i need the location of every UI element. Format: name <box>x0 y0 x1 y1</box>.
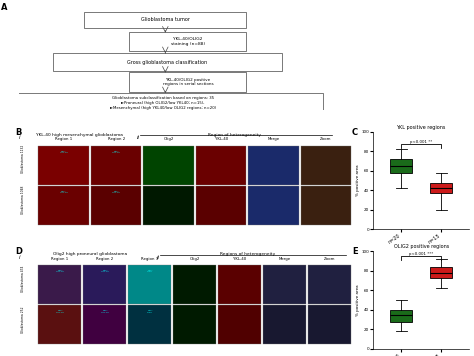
Bar <box>264 305 306 345</box>
Text: YKL-40: YKL-40 <box>233 257 246 261</box>
Text: i: i <box>19 255 20 260</box>
Bar <box>38 305 82 345</box>
Text: Glioblastoma tumor: Glioblastoma tumor <box>141 17 190 22</box>
Bar <box>38 146 89 185</box>
Text: Glioblastoma 474: Glioblastoma 474 <box>21 265 25 292</box>
FancyBboxPatch shape <box>3 93 323 113</box>
Bar <box>144 186 194 225</box>
Text: B: B <box>16 128 22 137</box>
Text: Regions of heterogeneity: Regions of heterogeneity <box>220 252 275 256</box>
PathPatch shape <box>430 267 452 278</box>
Text: C: C <box>352 128 358 137</box>
Y-axis label: % positive area: % positive area <box>356 164 360 196</box>
Bar <box>128 305 172 345</box>
Bar <box>309 305 351 345</box>
Bar <box>309 265 351 304</box>
Text: DAPI
YKL-40: DAPI YKL-40 <box>56 310 64 313</box>
Text: ii: ii <box>157 255 160 260</box>
Bar <box>196 146 246 185</box>
Bar <box>248 146 299 185</box>
Text: DAPI
YKL-40: DAPI YKL-40 <box>60 151 68 153</box>
Bar <box>196 186 246 225</box>
Text: Glioblastoma 1048: Glioblastoma 1048 <box>21 186 25 214</box>
Bar <box>219 305 261 345</box>
Text: E: E <box>352 247 357 256</box>
Bar <box>173 305 217 345</box>
FancyBboxPatch shape <box>84 12 246 28</box>
Text: Region of heterogeneity: Region of heterogeneity <box>208 132 261 137</box>
Text: i: i <box>19 136 20 141</box>
Text: DAPI
Olig2: DAPI Olig2 <box>147 310 153 313</box>
Title: OLIG2 positive regions: OLIG2 positive regions <box>393 244 449 250</box>
Bar <box>83 305 127 345</box>
PathPatch shape <box>390 159 412 173</box>
Text: Region 1: Region 1 <box>51 257 69 261</box>
Text: A: A <box>1 3 8 12</box>
Bar <box>38 265 82 304</box>
PathPatch shape <box>430 183 452 193</box>
Title: YKL positive regions: YKL positive regions <box>396 125 446 130</box>
Bar <box>91 186 141 225</box>
FancyBboxPatch shape <box>53 53 283 71</box>
Text: Gross glioblastoma classification: Gross glioblastoma classification <box>128 59 208 64</box>
PathPatch shape <box>390 310 412 321</box>
Bar <box>173 265 217 304</box>
Text: Glioblastoma 252: Glioblastoma 252 <box>21 306 25 333</box>
Bar <box>91 146 141 185</box>
Text: ii: ii <box>137 136 140 141</box>
Text: Region 2: Region 2 <box>108 137 125 141</box>
Text: Olig2: Olig2 <box>190 257 200 261</box>
Text: Zoom: Zoom <box>324 257 336 261</box>
Text: Region 3: Region 3 <box>141 257 159 261</box>
Bar <box>264 265 306 304</box>
FancyBboxPatch shape <box>129 32 246 51</box>
Text: DAPI
YKL-40: DAPI YKL-40 <box>112 190 120 193</box>
Text: DAPI
YKL-40: DAPI YKL-40 <box>101 270 109 272</box>
Text: DAPI
YKL-40: DAPI YKL-40 <box>101 310 109 313</box>
Bar <box>301 146 351 185</box>
Text: Glioblastoma 1132: Glioblastoma 1132 <box>21 145 25 173</box>
Y-axis label: % positive area: % positive area <box>356 284 360 316</box>
Text: DAPI
YKL-40: DAPI YKL-40 <box>56 270 64 272</box>
Bar <box>128 265 172 304</box>
Text: YKL-40/OLIG2 positive
regions in serial sections: YKL-40/OLIG2 positive regions in serial … <box>163 78 213 86</box>
Bar <box>144 146 194 185</box>
Bar <box>83 265 127 304</box>
Text: Region 1: Region 1 <box>55 137 73 141</box>
Text: Merge: Merge <box>279 257 291 261</box>
Text: DAPI
YKL-40: DAPI YKL-40 <box>60 190 68 193</box>
Text: Olig2: Olig2 <box>164 137 174 141</box>
Bar <box>248 186 299 225</box>
Bar <box>38 186 89 225</box>
FancyBboxPatch shape <box>129 72 246 92</box>
Bar <box>219 265 261 304</box>
Text: DAPI
Olig2: DAPI Olig2 <box>147 270 153 272</box>
Text: DAPI
YKL-40: DAPI YKL-40 <box>112 151 120 153</box>
Text: Merge: Merge <box>268 137 280 141</box>
Text: YKL-40/OLIG2
staining (n=88): YKL-40/OLIG2 staining (n=88) <box>171 37 205 46</box>
Text: YKL-40: YKL-40 <box>215 137 228 141</box>
Text: YKL-40 high mesenchymal glioblastoma: YKL-40 high mesenchymal glioblastoma <box>36 132 123 137</box>
Text: Zoom: Zoom <box>320 137 332 141</box>
Text: Region 2: Region 2 <box>96 257 114 261</box>
Text: D: D <box>16 247 23 256</box>
Text: Glioblastoma subclassification based on regions: 35
►Proneural (high OLIG2/low Y: Glioblastoma subclassification based on … <box>110 96 216 110</box>
Text: Olig2 high proneural glioblastoma: Olig2 high proneural glioblastoma <box>53 252 127 256</box>
Text: p<0.001 **: p<0.001 ** <box>410 140 432 144</box>
Bar <box>301 186 351 225</box>
Text: p<0.001 ***: p<0.001 *** <box>409 252 433 256</box>
